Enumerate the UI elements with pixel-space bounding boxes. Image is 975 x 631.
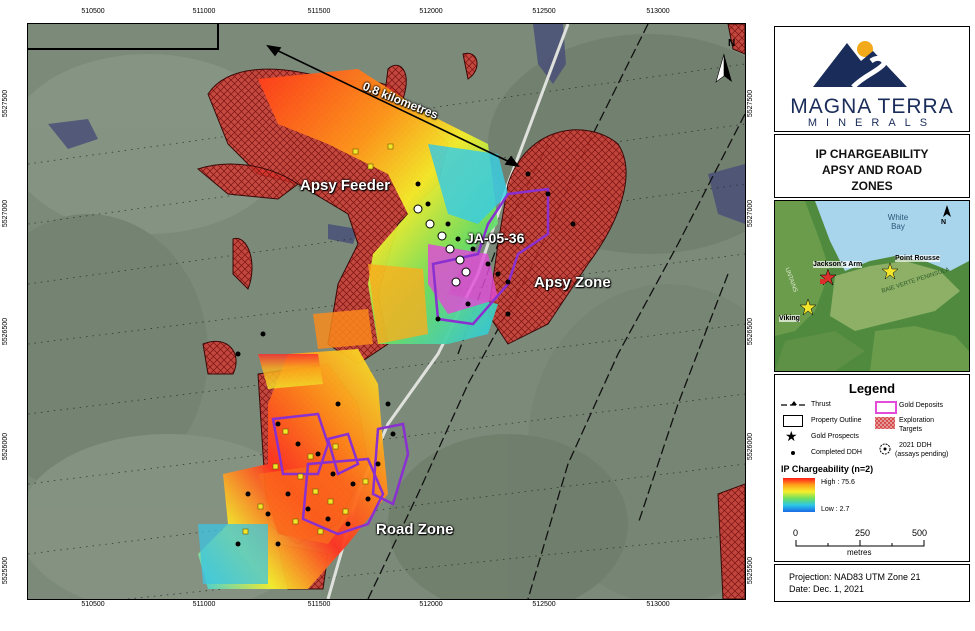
y-tick-left: 5527000 (2, 199, 10, 228)
brand-panel: MAGNA TERRA MINERALS (774, 26, 970, 132)
legend-completed-ddh: Completed DDH (811, 449, 862, 456)
property-outline (28, 24, 219, 50)
gold-deposits (271, 187, 550, 536)
x-tick-top: 513000 (646, 8, 670, 15)
apsy-feeder-label: Apsy Feeder (300, 177, 391, 194)
exploration-target-symbol-icon (875, 417, 895, 429)
legend-gold-deposits: Gold Deposits (899, 402, 943, 409)
scale-unit: metres (847, 548, 872, 557)
legend-gold-prospects: Gold Prospects (811, 433, 859, 440)
inset-bay-label: White Bay (887, 213, 909, 231)
x-tick-bottom: 513000 (646, 601, 670, 608)
inset-canvas (775, 201, 969, 371)
legend-property-outline: Property Outline (811, 417, 862, 424)
x-tick-top: 511500 (307, 8, 331, 15)
scale-tick-250: 250 (855, 528, 871, 538)
title-line-2: APSY AND ROAD (821, 163, 922, 177)
completed-ddh (235, 171, 576, 547)
projection-panel: Projection: NAD83 UTM Zone 21 Date: Dec.… (774, 564, 970, 602)
inset-map[interactable]: White Bay Jackson's Arm Point Rousse Vik… (774, 200, 970, 372)
y-tick-right: 5527500 (747, 89, 755, 118)
y-tick-left: 5525500 (2, 556, 10, 585)
y-tick-right: 5527000 (747, 199, 755, 228)
y-tick-right: 5526000 (747, 432, 755, 461)
lakes (48, 24, 745, 244)
x-tick-bottom: 510500 (81, 601, 105, 608)
x-tick-top: 512000 (419, 8, 443, 15)
legend-ip-low: Low : 2.7 (821, 506, 850, 513)
y-tick-right: 5525500 (747, 556, 755, 585)
property-marker-icon (820, 279, 825, 284)
map-canvas (28, 24, 745, 599)
north-arrow-icon (715, 53, 732, 83)
x-tick-bottom: 512500 (532, 601, 556, 608)
brand-subname: MINERALS (807, 117, 937, 129)
brand-name: MAGNA TERRA (790, 95, 954, 118)
x-tick-top: 512500 (532, 8, 556, 15)
ddh-2021 (413, 204, 471, 287)
legend-title: Legend (848, 381, 896, 396)
y-tick-left: 5526500 (2, 317, 10, 346)
jacksons-arm-star-icon (819, 268, 837, 286)
legend-panel: Legend Thrust Property Outline ★ Gold Pr… (774, 374, 970, 562)
y-tick-left: 5526000 (2, 432, 10, 461)
thrust-symbol-icon (781, 401, 807, 406)
x-tick-bottom: 512000 (419, 601, 443, 608)
viking-star-icon (799, 298, 817, 316)
point-rousse-star-icon (881, 262, 899, 280)
gold-prospect-star-icon: ★ (785, 428, 798, 444)
legend-thrust: Thrust (811, 401, 831, 408)
inset-point-rousse-label: Point Rousse (895, 255, 940, 262)
title-line-1: IP CHARGEABILITY (815, 147, 929, 161)
ddh-2021-symbol-icon (879, 443, 891, 455)
legend-ddh-2021-1: 2021 DDH (899, 442, 932, 449)
ja-hole-label: JA-05-36 (466, 230, 525, 246)
road-zone-label: Road Zone (376, 521, 454, 538)
legend-ip-high: High : 75.6 (821, 479, 855, 486)
scale-tick-500: 500 (912, 528, 928, 538)
north-label: N (728, 38, 736, 49)
gold-prospects (242, 143, 394, 535)
gold-deposit-symbol-icon (875, 401, 897, 414)
x-tick-bottom: 511500 (307, 601, 331, 608)
legend-exploration-2: Targets (899, 426, 922, 433)
x-tick-top: 511000 (192, 8, 216, 15)
x-tick-bottom: 511000 (192, 601, 216, 608)
inset-north-arrow-icon (943, 205, 951, 217)
distance-arrow (266, 44, 520, 168)
completed-ddh-dot-icon (791, 451, 795, 455)
property-outline-symbol-icon (783, 415, 803, 427)
y-tick-right: 5526500 (747, 317, 755, 346)
title-line-3: ZONES (851, 179, 893, 193)
inset-jacksons-arm-label: Jackson's Arm (813, 261, 863, 268)
projection-text: Projection: NAD83 UTM Zone 21 (789, 572, 921, 582)
main-map[interactable]: 0.8 kilometres Apsy Feeder JA-05-36 Apsy… (27, 23, 746, 600)
x-tick-top: 510500 (81, 8, 105, 15)
ip-color-ramp (783, 478, 815, 512)
legend-exploration-1: Exploration (899, 417, 935, 424)
legend-ip-title: IP Chargeability (n=2) (781, 464, 874, 474)
date-text: Date: Dec. 1, 2021 (789, 584, 865, 594)
scale-bar (795, 540, 925, 547)
inset-viking-label: Viking (779, 315, 800, 322)
magna-terra-logo-icon (813, 41, 907, 89)
legend-ddh-2021-2: (assays pending) (895, 451, 949, 458)
y-tick-left: 5527500 (2, 89, 10, 118)
title-panel: IP CHARGEABILITY APSY AND ROAD ZONES (774, 134, 970, 198)
inset-north-label: N (941, 219, 947, 226)
scale-tick-0: 0 (793, 528, 799, 538)
apsy-zone-label: Apsy Zone (534, 274, 611, 291)
